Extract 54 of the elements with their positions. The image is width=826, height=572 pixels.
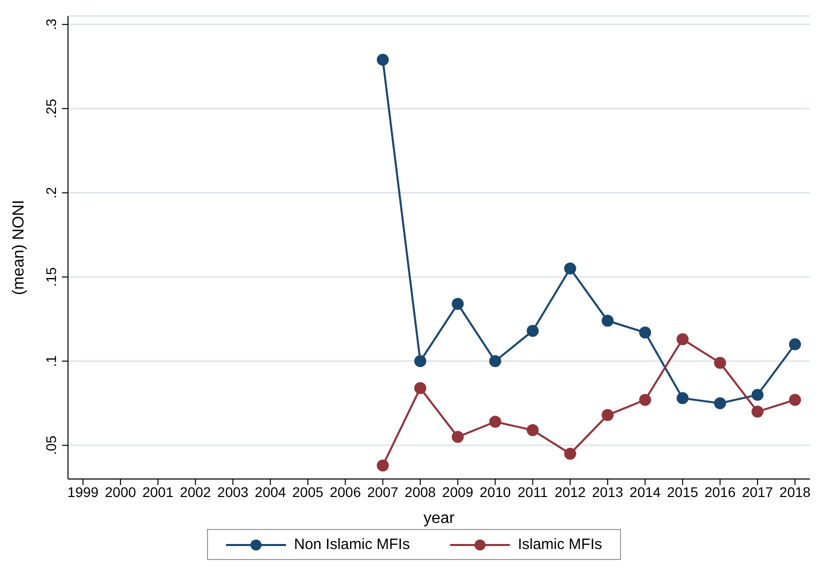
y-tick-label: .1 [43,355,59,367]
point [752,388,764,401]
point [789,338,802,350]
y-tick-label: .25 [43,98,59,118]
point [489,416,502,428]
x-tick-label: 2005 [292,484,324,500]
x-tick-label: 2001 [142,484,174,500]
point [602,314,614,327]
point [676,392,689,404]
point [714,397,726,410]
x-tick-label: 2008 [404,484,436,500]
point [714,356,726,369]
point [414,382,426,394]
point [414,355,426,368]
legend-label: Non Islamic MFIs [292,536,410,553]
y-tick-label: .15 [43,267,59,287]
point [376,54,389,66]
point [564,448,576,460]
x-tick-label: 2012 [554,484,586,500]
x-tick-label: 2004 [254,484,286,500]
x-tick-label: 2010 [480,484,511,500]
y-axis-title: (mean) NONI [10,200,28,296]
x-axis-title: year [423,510,456,527]
point [639,394,652,406]
point [452,430,464,443]
x-tick-label: 2011 [518,484,548,500]
point [639,326,652,339]
x-tick-label: 2015 [667,484,698,500]
point [752,406,764,418]
point [602,409,614,422]
y-tick-label: .3 [43,18,59,30]
point [526,324,539,337]
x-tick-label: 2018 [779,484,811,500]
x-tick-label: 2000 [104,484,136,500]
point [489,355,502,368]
x-tick-label: 2017 [742,484,774,500]
y-tick-label: .05 [43,435,59,456]
x-tick-label: 2009 [442,484,474,500]
point [676,333,689,346]
x-tick-label: 1999 [67,484,99,500]
point [789,394,802,406]
x-tick-label: 2006 [330,484,362,500]
point [564,262,576,275]
y-tick-label: .2 [43,186,59,199]
x-tick-label: 2016 [704,484,736,500]
point [376,460,389,472]
x-tick-label: 2013 [592,484,624,500]
x-tick-label: 2007 [367,484,399,500]
point [526,424,539,436]
legend-label: Islamic MFIs [516,536,602,553]
x-tick-label: 2014 [630,484,661,500]
x-tick-label: 2002 [180,484,212,500]
point [452,298,464,310]
x-tick-label: 2003 [217,484,249,500]
